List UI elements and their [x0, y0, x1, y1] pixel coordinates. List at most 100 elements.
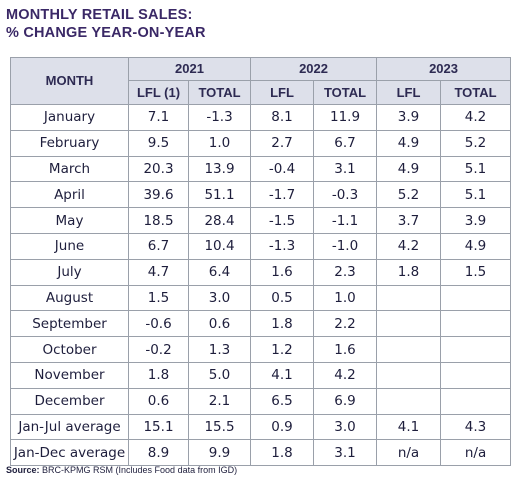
value-cell: 1.8 — [250, 439, 315, 467]
value-cell: 0.6 — [128, 387, 189, 415]
value-cell: 3.9 — [440, 207, 512, 234]
value-cell: 0.5 — [250, 284, 315, 312]
table-row: September -0.6 0.6 1.8 2.2 — [10, 310, 512, 338]
value-cell: 6.7 — [313, 129, 378, 157]
page-title: MONTHLY RETAIL SALES: % CHANGE YEAR-ON-Y… — [6, 6, 206, 42]
value-cell: 6.4 — [187, 258, 252, 286]
month-cell: February — [10, 129, 129, 157]
value-cell: 5.1 — [440, 181, 512, 209]
subheader-2022-total: TOTAL — [313, 80, 378, 105]
value-cell: 5.0 — [187, 361, 252, 389]
value-cell: 10.4 — [187, 232, 252, 260]
value-cell: 1.2 — [250, 336, 315, 363]
value-cell: 51.1 — [187, 181, 252, 209]
table-row: May 18.5 28.4 -1.5 -1.1 3.7 3.9 — [10, 207, 512, 234]
value-cell: -1.0 — [313, 232, 378, 260]
table-body: January 7.1 -1.3 8.1 11.9 3.9 4.2 February 9.5 1.… — [10, 104, 512, 467]
value-cell: -0.4 — [250, 155, 315, 183]
value-cell — [376, 361, 442, 389]
value-cell: 15.1 — [128, 413, 189, 441]
value-cell — [376, 387, 442, 415]
table-row: January 7.1 -1.3 8.1 11.9 3.9 4.2 — [10, 104, 512, 131]
value-cell: 6.7 — [128, 232, 189, 260]
month-cell: July — [10, 258, 129, 286]
value-cell: 8.9 — [128, 439, 189, 467]
table-row: Jan-Dec average 8.9 9.9 1.8 3.1 n/a n/a — [10, 439, 512, 467]
value-cell: 1.8 — [128, 361, 189, 389]
subheader-2021-total: TOTAL — [187, 80, 252, 105]
table-row: October -0.2 1.3 1.2 1.6 — [10, 336, 512, 363]
value-cell: 1.0 — [187, 129, 252, 157]
subheader-row: LFL (1) TOTAL LFL TOTAL LFL TOTAL — [11, 80, 512, 105]
retail-sales-table: MONTH 2021 2022 2023 LFL (1) TOTAL LFL T… — [10, 57, 512, 467]
value-cell: 2.2 — [313, 310, 378, 338]
value-cell: 2.3 — [313, 258, 378, 286]
year-header-2021: 2021 — [127, 57, 252, 81]
value-cell: 5.2 — [440, 129, 512, 157]
value-cell: -1.1 — [313, 207, 378, 234]
value-cell: 0.9 — [250, 413, 315, 441]
month-cell: April — [10, 181, 129, 209]
value-cell: -1.3 — [187, 104, 252, 131]
value-cell: 3.0 — [313, 413, 378, 441]
value-cell: n/a — [440, 439, 512, 467]
value-cell: 28.4 — [187, 207, 252, 234]
value-cell: 18.5 — [128, 207, 189, 234]
value-cell: -1.5 — [250, 207, 315, 234]
month-cell: September — [10, 310, 129, 338]
table-row: April 39.6 51.1 -1.7 -0.3 5.2 5.1 — [10, 181, 512, 209]
month-cell: November — [10, 361, 129, 389]
value-cell: 0.6 — [187, 310, 252, 338]
value-cell: 13.9 — [187, 155, 252, 183]
month-cell: August — [10, 284, 129, 312]
subheader-2021-lfl: LFL (1) — [128, 80, 189, 105]
value-cell: -0.3 — [313, 181, 378, 209]
value-cell: 11.9 — [313, 104, 378, 131]
month-cell: March — [10, 155, 129, 183]
value-cell: 4.3 — [440, 413, 512, 441]
value-cell: 4.9 — [376, 129, 442, 157]
value-cell — [440, 310, 512, 338]
value-cell — [440, 387, 512, 415]
year-header-2022: 2022 — [250, 57, 378, 81]
source-text: BRC-KPMG RSM (Includes Food data from IG… — [42, 465, 238, 475]
value-cell — [440, 336, 512, 363]
value-cell: 4.2 — [313, 361, 378, 389]
value-cell: 3.1 — [313, 439, 378, 467]
year-header-row: MONTH 2021 2022 2023 — [10, 57, 512, 105]
value-cell: 1.8 — [250, 310, 315, 338]
value-cell: 2.7 — [250, 129, 315, 157]
value-cell: 4.9 — [376, 155, 442, 183]
value-cell: 4.2 — [376, 232, 442, 260]
value-cell: 9.5 — [128, 129, 189, 157]
value-cell: 7.1 — [128, 104, 189, 131]
value-cell: 6.5 — [250, 387, 315, 415]
value-cell: -0.2 — [128, 336, 189, 363]
value-cell: 1.6 — [313, 336, 378, 363]
value-cell: 39.6 — [128, 181, 189, 209]
value-cell: 1.8 — [376, 258, 442, 286]
value-cell: 20.3 — [128, 155, 189, 183]
value-cell — [376, 284, 442, 312]
table-row: February 9.5 1.0 2.7 6.7 4.9 5.2 — [10, 129, 512, 157]
value-cell: 3.1 — [313, 155, 378, 183]
table-row: June 6.7 10.4 -1.3 -1.0 4.2 4.9 — [10, 232, 512, 260]
table-row: Jan-Jul average 15.1 15.5 0.9 3.0 4.1 4.3 — [10, 413, 512, 441]
source-label: Source: — [6, 465, 40, 475]
value-cell: 3.7 — [376, 207, 442, 234]
month-cell: October — [10, 336, 129, 363]
month-cell: January — [10, 104, 129, 131]
month-cell: Jan-Dec average — [10, 439, 129, 467]
value-cell: 1.5 — [440, 258, 512, 286]
value-cell: 8.1 — [250, 104, 315, 131]
value-cell: -1.3 — [250, 232, 315, 260]
title-line-1: MONTHLY RETAIL SALES: — [6, 7, 193, 23]
subheader-2022-lfl: LFL — [250, 80, 315, 105]
value-cell: 1.6 — [250, 258, 315, 286]
value-cell: 1.3 — [187, 336, 252, 363]
title-line-2: % CHANGE YEAR-ON-YEAR — [6, 25, 206, 41]
value-cell: 4.1 — [376, 413, 442, 441]
value-cell: 9.9 — [187, 439, 252, 467]
subheader-2023-lfl: LFL — [376, 80, 442, 105]
year-header-2023: 2023 — [376, 57, 512, 81]
